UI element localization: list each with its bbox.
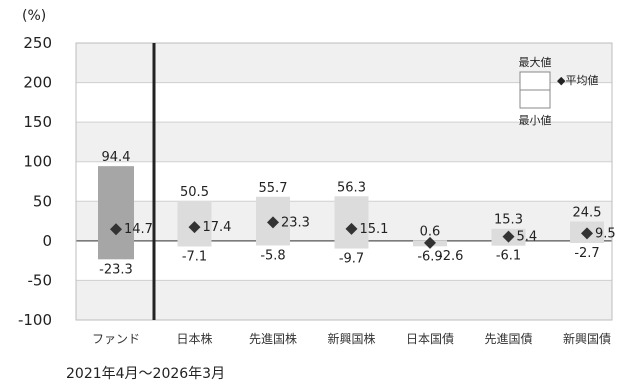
min-label: -2.7 [574,246,599,261]
y-tick-label: 100 [23,153,52,171]
max-label: 94.4 [102,150,131,165]
average-label: 23.3 [281,215,310,230]
range-bar [98,166,134,260]
average-marker [581,227,593,240]
category-label: 新興国株 [327,331,375,346]
y-tick-label: 250 [23,34,52,52]
category-label: 日本株 [176,331,212,346]
y-tick-label: -50 [28,271,53,289]
max-label: 0.6 [420,224,441,239]
average-label: -2.6 [438,249,463,264]
max-label: 15.3 [494,213,523,228]
min-label: -6.9 [417,249,442,264]
min-label: -5.8 [260,248,285,263]
average-marker [267,216,279,229]
plot-frame [75,42,613,321]
average-label: 5.4 [517,230,538,245]
y-tick-label: 200 [23,74,52,92]
max-label: 56.3 [337,180,366,195]
min-label: -7.1 [182,249,207,264]
average-marker [424,236,436,249]
max-label: 55.7 [259,181,288,196]
category-label: 先進国債 [484,331,532,346]
y-tick-labels: 250 200 150 100 50 0 -50 -100 [18,34,52,329]
range-bars: 94.4 -23.3 14.7 50.5 -7.1 17.4 55.7 -5.8 23.3 56.… [98,43,616,320]
average-label: 14.7 [124,222,153,237]
average-marker [502,230,515,243]
plot-band [76,280,612,320]
period-label: 2021年4月～2026年3月 [66,366,225,382]
average-label: 15.1 [360,222,389,237]
average-marker [188,221,201,234]
category-label: 先進国株 [249,331,297,346]
legend-min-label: 最小値 [519,114,552,127]
max-label: 50.5 [180,185,209,200]
average-marker [345,222,358,235]
legend-average-label: ◆平均値 [557,74,598,87]
category-labels: ファンド 日本株 先進国株 新興国株 日本国債 先進国債 新興国債 [92,331,611,346]
y-tick-label: 150 [23,113,52,131]
range-bar [334,196,369,249]
min-label: -6.1 [496,249,521,264]
category-label: 新興国債 [563,331,611,346]
category-label: 日本国債 [406,331,454,346]
y-tick-label: -100 [18,311,52,329]
min-label: -23.3 [99,262,133,277]
average-label: 17.4 [203,220,232,235]
plot-band [76,161,612,202]
max-label: 24.5 [573,205,602,220]
plot-band [76,122,612,162]
y-tick-label: 50 [33,192,52,210]
y-axis-unit: (%) [22,8,46,24]
legend-max-label: 最大値 [519,55,552,69]
average-marker [110,223,122,236]
category-label: ファンド [92,332,140,346]
y-tick-label: 0 [42,232,52,250]
average-label: 9.5 [595,226,616,241]
min-label: -9.7 [339,252,364,267]
